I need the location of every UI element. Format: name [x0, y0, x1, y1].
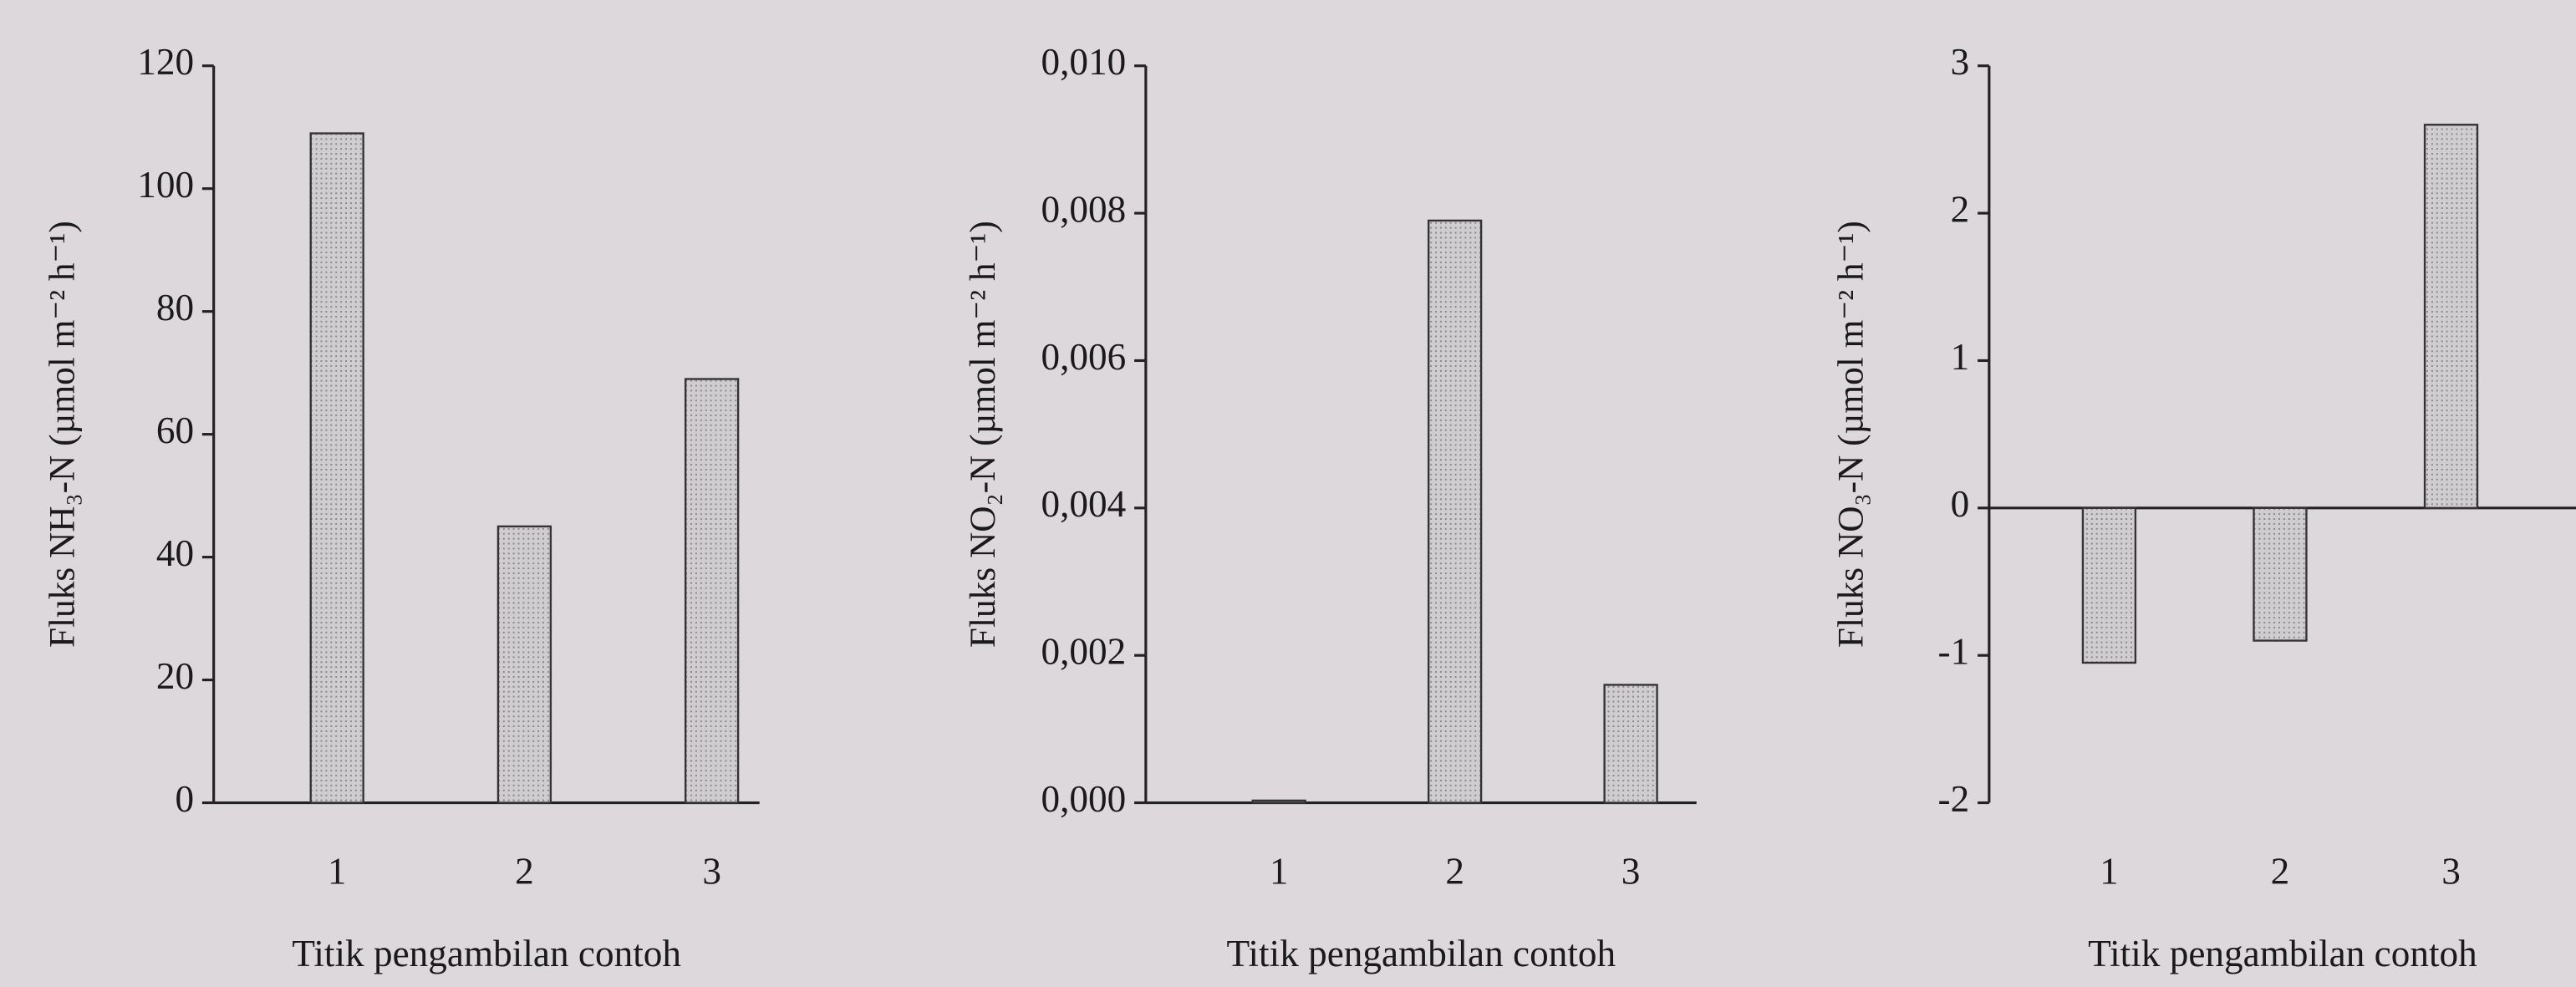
x-tick-label: 2 — [1445, 851, 1464, 893]
y-tick-label: 80 — [156, 287, 194, 328]
y-tick-label: 0,000 — [1041, 778, 1126, 820]
bar — [1251, 799, 1306, 804]
y-tick-label: 3 — [1951, 41, 1970, 83]
y-tick-label: 0 — [1951, 483, 1970, 525]
y-tick-label: 20 — [156, 655, 194, 697]
bar — [1603, 684, 1658, 804]
x-axis-label: Titik pengambilan contoh — [292, 933, 681, 974]
y-tick-label: 0,002 — [1041, 631, 1126, 673]
y-tick-label: 1 — [1951, 336, 1970, 378]
y-tick-label: 0 — [175, 778, 194, 820]
bar — [1427, 219, 1483, 804]
y-tick-label: 0,010 — [1041, 41, 1126, 83]
y-tick-label: 0,008 — [1041, 188, 1126, 230]
x-tick-label: 1 — [328, 851, 347, 893]
y-axis-label: Fluks NO₃-N (µmol m⁻² h⁻¹) — [1831, 221, 1871, 648]
x-axis-label: Titik pengambilan contoh — [2088, 933, 2477, 974]
y-tick-label: -2 — [1938, 778, 1970, 820]
x-tick-label: 1 — [2100, 851, 2119, 893]
y-tick-label: 120 — [137, 41, 194, 83]
y-tick-label: -1 — [1938, 631, 1970, 673]
y-tick-label: 2 — [1951, 188, 1970, 230]
y-tick-label: 0,004 — [1041, 483, 1126, 525]
bar — [496, 525, 552, 804]
bar — [2423, 124, 2479, 510]
x-tick-label: 2 — [515, 851, 534, 893]
y-tick-label: 60 — [156, 410, 194, 451]
y-tick-label: 100 — [137, 164, 194, 206]
x-axis-label: Titik pengambilan contoh — [1226, 933, 1616, 974]
y-tick-label: 0,006 — [1041, 336, 1126, 378]
y-axis-label: Fluks NH₃-N (µmol m⁻² h⁻¹) — [43, 221, 83, 648]
y-axis-label: Fluks NO₂-N (µmol m⁻² h⁻¹) — [963, 221, 1003, 648]
x-tick-label: 3 — [702, 851, 721, 893]
x-tick-label: 3 — [1621, 851, 1641, 893]
bar — [2081, 506, 2137, 664]
y-tick-label: 40 — [156, 532, 194, 574]
x-tick-label: 3 — [2441, 851, 2461, 893]
bar — [684, 378, 740, 804]
x-tick-label: 2 — [2271, 851, 2290, 893]
bar — [2253, 506, 2308, 642]
bar — [309, 132, 364, 804]
x-tick-label: 1 — [1270, 851, 1289, 893]
